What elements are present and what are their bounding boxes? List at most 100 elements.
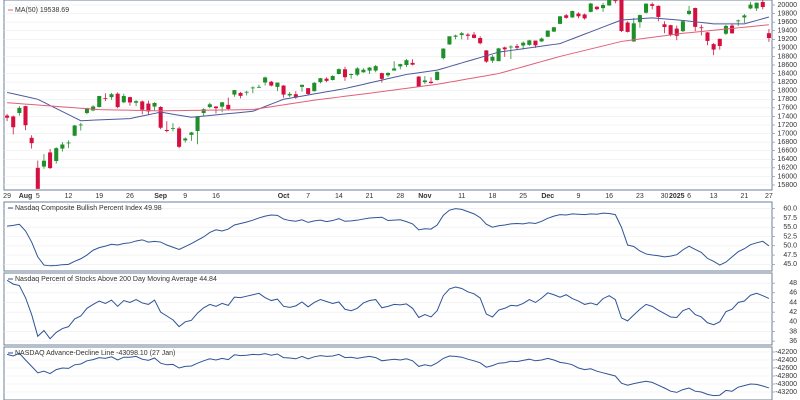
candle-body [349,74,354,75]
candle-body [625,22,630,32]
y-tick-label: 50.0 [783,243,797,250]
y-tick-label: 19800 [778,10,798,17]
candle-body [275,82,280,87]
y-tick-label: 44 [789,299,797,306]
moving-average [7,24,769,112]
candle-body [607,0,612,6]
panel [4,0,772,189]
y-tick-label: 17600 [778,105,798,112]
candle-body [269,81,274,86]
candle-body [66,142,71,144]
y-tick-label: 47.5 [783,252,797,259]
y-tick-label: 17400 [778,113,798,120]
candle-body [195,116,200,131]
indicator-line [7,208,770,267]
candle-body [428,81,434,84]
candle-body [705,32,710,41]
candle-body [674,28,679,36]
y-tick-label: 57.5 [783,215,797,222]
candle-body [5,115,10,118]
candle-body [576,13,581,17]
y-tick-label: 19600 [778,19,798,26]
y-tick-label: -43000 [775,381,797,388]
candle-body [318,78,323,83]
candle-body [717,38,722,46]
candle-body [766,33,771,39]
candle-body [201,109,206,113]
y-tick-label: 15800 [778,182,798,189]
x-tick-label: 21 [366,193,374,200]
y-tick-label: 17200 [778,122,798,129]
candle-body [551,27,556,32]
candle-body [250,87,255,89]
candle-body [97,95,102,107]
candle-body [619,0,624,32]
candle-body [465,34,470,36]
x-tick-label: 13 [710,193,718,200]
candle-body [183,138,188,141]
candle-body [336,69,341,75]
candle-body [668,25,673,35]
candle-body [736,20,741,22]
candle-body [656,5,661,17]
y-tick-label: 40 [789,319,797,326]
x-tick-label: Dec [541,193,554,200]
y-tick-label: 36 [789,338,797,345]
candle-body [324,78,329,81]
candle-body [17,107,22,113]
x-tick-label: Sep [154,193,167,200]
y-tick-label: 16400 [778,156,798,163]
candle-body [84,108,89,113]
legend-label: MA(50) 19538.69 [15,7,69,14]
x-tick-label: 29 [3,193,11,200]
panel [4,351,772,397]
candle-body [502,47,507,50]
y-tick-label: 16800 [778,139,798,146]
x-tick-label: 9 [183,193,187,200]
candle-body [760,2,765,7]
x-tick-label: 6 [687,193,691,200]
x-tick-label: Oct [278,193,290,200]
candle-body [293,94,298,98]
candle-body [287,93,292,96]
candle-body [748,4,753,9]
candle-body [170,127,175,129]
y-tick-label: 17000 [778,130,798,137]
x-tick-label: 30 [661,193,669,200]
candle-body [232,90,237,95]
candle-body [121,95,126,103]
x-tick-label: 27 [765,193,773,200]
candle-body [558,16,563,24]
candle-body [545,30,550,37]
x-tick-label: 25 [519,193,527,200]
candle-body [213,106,218,109]
candle-body [78,124,83,126]
y-tick-label: 42 [789,309,797,316]
candle-body [582,14,587,19]
candle-body [601,5,606,9]
candle-body [453,35,458,37]
y-tick-label: 46 [789,290,797,297]
candle-body [680,21,685,32]
candle-body [54,148,59,161]
y-tick-label: 18600 [778,62,798,69]
panel-frame [3,272,773,346]
candle-body [410,62,415,65]
candle-body [533,40,538,46]
x-tick-label: 2025 [669,193,685,200]
candle-body [152,102,157,107]
panel-title: Nasdaq Percent of Stocks Above 200 Day M… [15,276,217,283]
candle-body [594,6,599,10]
candle-body [330,76,335,81]
candle-body [281,85,286,95]
candle-body [342,69,348,78]
candle-body [177,128,182,147]
candle-body [127,97,132,103]
candle-body [361,69,366,73]
candle-body [471,34,477,38]
candle-body [613,0,618,2]
candle-body [422,80,427,83]
candle-body [699,27,704,29]
x-tick-label: 18 [489,193,497,200]
y-tick-label: -42200 [775,349,797,356]
